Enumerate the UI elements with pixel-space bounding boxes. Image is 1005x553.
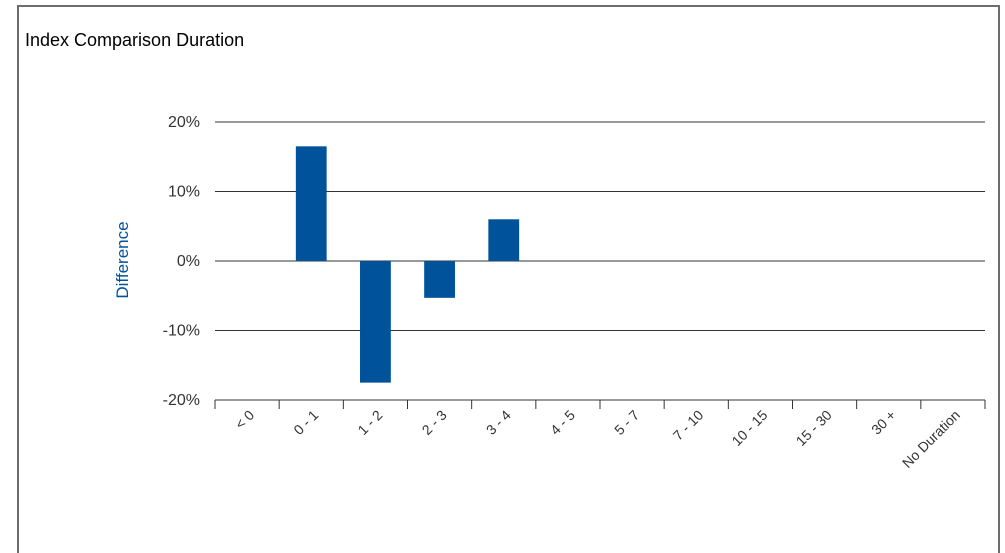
y-tick-label: -10% — [163, 323, 200, 340]
y-tick-label: 10% — [168, 184, 200, 201]
y-tick-label: -20% — [163, 392, 200, 409]
chart-panel: Index Comparison Duration — [17, 5, 1000, 553]
y-axis-title: Difference — [113, 221, 132, 298]
x-tick-label: No Duration — [899, 407, 963, 471]
bar — [488, 219, 520, 261]
x-tick-label: 30 + — [868, 407, 899, 438]
x-tick-label: 7 - 10 — [670, 407, 707, 444]
x-tick-label: 5 - 7 — [611, 407, 642, 438]
y-tick-label: 0% — [177, 253, 200, 270]
x-tick-label: 4 - 5 — [547, 407, 578, 438]
bar — [295, 146, 327, 261]
bar — [424, 261, 455, 298]
x-tick-label: 1 - 2 — [354, 407, 385, 438]
x-tick-label: 2 - 3 — [419, 407, 450, 438]
x-tick-label: 3 - 4 — [483, 407, 514, 438]
bar — [360, 261, 391, 383]
chart-title: Index Comparison Duration — [25, 30, 245, 50]
x-tick-label: 10 - 15 — [728, 407, 770, 449]
x-tick-label: 15 - 30 — [793, 407, 835, 449]
x-tick-label: < 0 — [232, 407, 258, 433]
x-tick-label: 0 - 1 — [290, 407, 321, 438]
y-tick-label: 20% — [168, 114, 200, 131]
